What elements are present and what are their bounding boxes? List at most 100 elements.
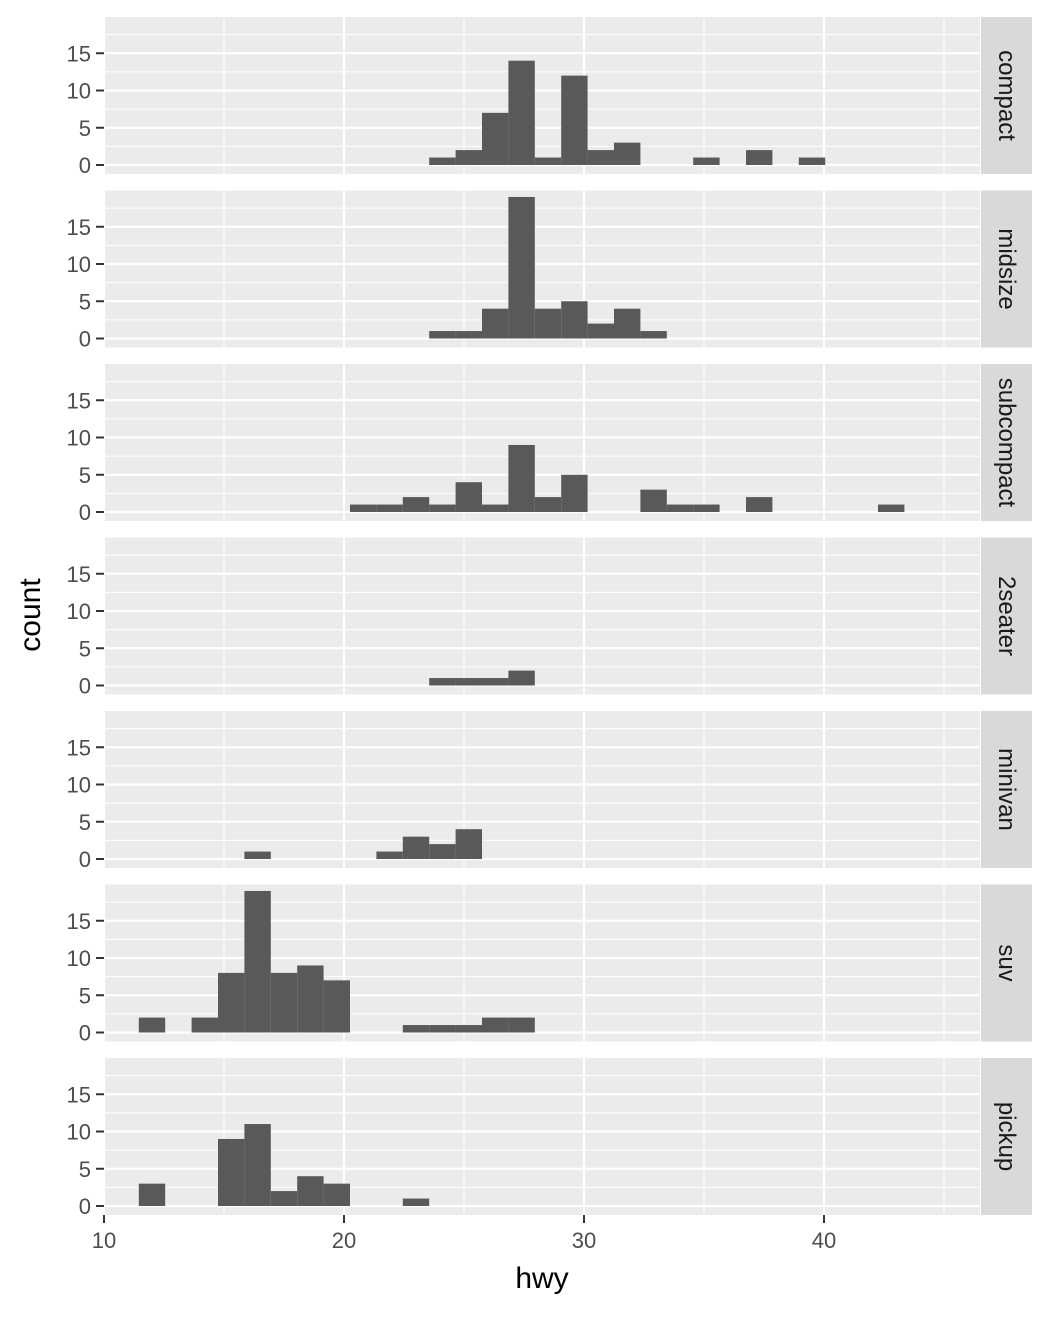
histogram-bar	[746, 497, 773, 512]
histogram-bar	[323, 980, 350, 1033]
histogram-bar	[138, 1183, 166, 1206]
y-tick-label: 15	[67, 735, 91, 760]
histogram-bar	[429, 844, 456, 859]
x-tick-label: 30	[572, 1228, 596, 1253]
y-tick-label: 15	[67, 215, 91, 240]
histogram-bar	[455, 150, 482, 165]
x-tick-label: 20	[332, 1228, 356, 1253]
histogram-bar	[534, 497, 562, 512]
facet-panel-2seater: 0 5 10 15 2seater	[67, 537, 1032, 699]
histogram-bar	[508, 60, 535, 166]
histogram-bar	[455, 1025, 482, 1033]
histogram-bar	[455, 678, 482, 686]
panel-background	[104, 17, 980, 174]
y-tick-label: 0	[79, 1021, 91, 1046]
histogram-bar	[429, 504, 456, 512]
y-tick-label: 10	[67, 773, 91, 798]
facet-strip	[981, 537, 1032, 695]
y-tick-label: 10	[67, 252, 91, 277]
histogram-bar	[455, 829, 482, 859]
x-axis-title: hwy	[515, 1262, 568, 1295]
histogram-bar	[455, 482, 482, 512]
histogram-bar	[482, 1017, 509, 1033]
facet-strip-label: midsize	[993, 228, 1020, 309]
y-tick-label: 0	[79, 500, 91, 525]
histogram-bar	[534, 157, 562, 165]
histogram-bar	[508, 444, 535, 512]
y-tick-label: 5	[79, 810, 91, 835]
facet-strip-label: 2seater	[993, 576, 1020, 656]
histogram-bar	[270, 972, 298, 1033]
facet-strip	[981, 1058, 1032, 1215]
panel-background	[104, 364, 980, 521]
histogram-bar	[402, 497, 430, 512]
y-tick-label: 5	[79, 636, 91, 661]
y-tick-label: 0	[79, 327, 91, 352]
y-axis-title: count	[14, 578, 47, 652]
histogram-bar	[693, 504, 720, 512]
facet-panel-pickup: 0 5 10 15 pickup	[67, 1058, 1032, 1219]
histogram-bar	[561, 301, 588, 339]
histogram-bar	[429, 1025, 456, 1033]
y-tick-label: 0	[79, 847, 91, 872]
panel-background	[104, 711, 980, 868]
facet-strip-label: compact	[993, 50, 1020, 141]
histogram-bar	[561, 75, 588, 165]
y-tick-label: 15	[67, 562, 91, 587]
facet-strip	[981, 364, 1032, 521]
y-tick-label: 0	[79, 1194, 91, 1219]
facet-strip	[981, 884, 1032, 1042]
facet-strip-label: suv	[993, 944, 1020, 981]
facet-panel-suv: 0 5 10 15 suv	[67, 884, 1032, 1046]
facet-strip	[981, 190, 1032, 348]
y-tick-label: 0	[79, 674, 91, 699]
histogram-bar	[508, 196, 535, 339]
histogram-bar	[640, 331, 667, 339]
histogram-bar	[534, 308, 562, 339]
panel-background	[104, 537, 980, 695]
histogram-bar	[218, 1138, 245, 1206]
facet-panel-midsize: 0 5 10 15 midsize	[67, 190, 1032, 352]
histogram-bar	[244, 851, 271, 859]
histogram-bar	[508, 1017, 535, 1033]
histogram-bar	[561, 474, 588, 512]
y-tick-label: 15	[67, 41, 91, 66]
histogram-bar	[191, 1017, 218, 1033]
histogram-bar	[402, 1198, 430, 1206]
x-tick-label: 40	[812, 1228, 836, 1253]
y-tick-label: 10	[67, 79, 91, 104]
facet-strip-label: minivan	[993, 748, 1020, 831]
histogram-bar	[402, 836, 430, 859]
y-tick-label: 5	[79, 463, 91, 488]
histogram-bar	[297, 1176, 324, 1206]
y-tick-label: 10	[67, 946, 91, 971]
y-tick-label: 15	[67, 1082, 91, 1107]
y-tick-label: 5	[79, 1157, 91, 1182]
histogram-bar	[666, 504, 694, 512]
histogram-bar	[429, 331, 456, 339]
facet-strip-label: subcompact	[993, 378, 1020, 508]
histogram-bar	[798, 157, 826, 165]
facet-strip-label: pickup	[993, 1102, 1020, 1171]
histogram-bar	[323, 1183, 350, 1206]
histogram-bar	[297, 965, 324, 1033]
y-tick-label: 10	[67, 426, 91, 451]
histogram-bar	[508, 670, 535, 686]
histogram-bar	[376, 504, 403, 512]
y-tick-label: 10	[67, 1120, 91, 1145]
histogram-bar	[218, 972, 245, 1033]
histogram-bar	[482, 504, 509, 512]
histogram-bar	[693, 157, 720, 165]
histogram-bar	[350, 504, 377, 512]
histogram-bar	[244, 890, 271, 1033]
histogram-bar	[429, 678, 456, 686]
y-tick-label: 15	[67, 388, 91, 413]
histogram-bar	[244, 1124, 271, 1206]
histogram-bar	[614, 308, 641, 339]
panels-layer: 0 5 10 15 compact 0 5 10 15 midsize 0 5 10 15 subcompa…	[67, 17, 1032, 1219]
facet-strip	[981, 711, 1032, 868]
histogram-bar	[640, 489, 667, 512]
histogram-bar	[587, 150, 614, 165]
